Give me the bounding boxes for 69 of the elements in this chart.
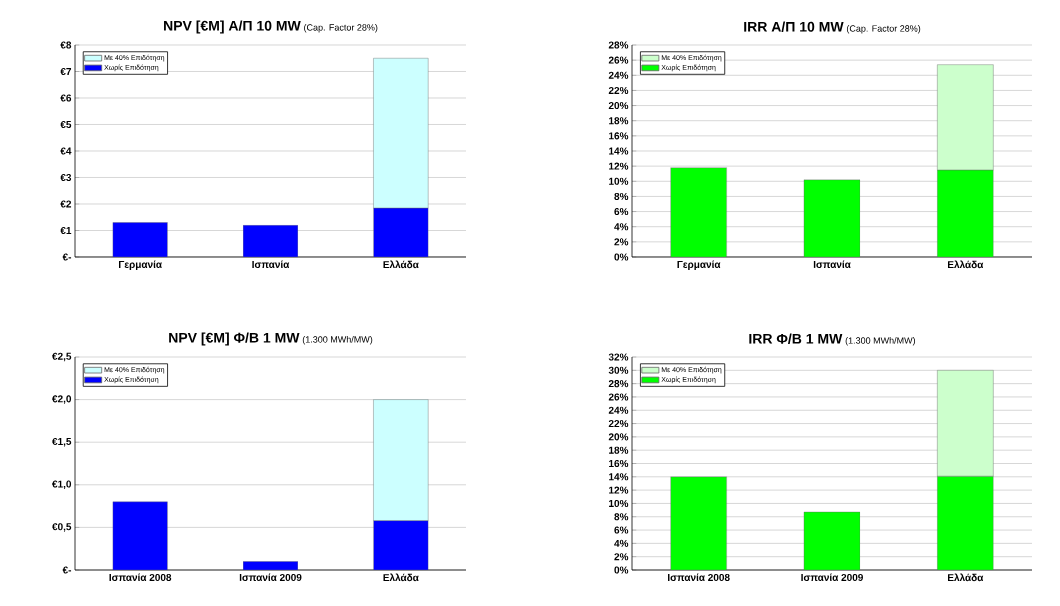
- y-tick-label: 24%: [608, 71, 629, 79]
- x-tick-label: Ελλάδα: [948, 573, 984, 582]
- y-tick-label: 22%: [608, 420, 629, 428]
- y-tick-label: 2%: [614, 553, 629, 561]
- y-tick-label: €6: [60, 94, 72, 102]
- y-tick-label: 14%: [609, 147, 629, 155]
- y-tick-label: €3: [60, 173, 72, 182]
- y-tick-label: €1: [60, 226, 72, 235]
- x-tick-label: Ισπανία 2009: [801, 573, 863, 581]
- y-tick-label: €-: [62, 253, 72, 261]
- x-tick-label: Ισπανία 2008: [668, 573, 730, 581]
- y-tick-label: €5: [60, 120, 72, 129]
- x-tick-label: Ελλάδα: [383, 573, 419, 582]
- y-tick-label: 10%: [609, 177, 629, 185]
- y-tick-label: 6%: [614, 208, 629, 216]
- y-tick-label: €7: [60, 67, 72, 76]
- x-tick-label: Ισπανία: [252, 260, 290, 268]
- y-tick-label: 8%: [614, 513, 629, 521]
- chart-title: NPV [€M] Φ/Β 1 MW: [169, 332, 300, 346]
- y-tick-label: 14%: [609, 473, 629, 481]
- y-tick-label: 18%: [609, 446, 629, 454]
- y-tick-label: 16%: [609, 459, 629, 468]
- bar: [242, 225, 299, 257]
- y-tick-label: €2,5: [52, 352, 72, 362]
- y-tick-label: 0%: [614, 566, 629, 574]
- y-tick-label: 20%: [608, 102, 629, 110]
- y-tick-label: 0%: [614, 253, 629, 261]
- y-tick-label: 16%: [609, 132, 629, 140]
- chart-subtitle: (1.300 MWh/MW): [302, 336, 373, 345]
- y-tick-label: €4: [60, 147, 72, 155]
- y-tick-label: 12%: [609, 162, 629, 170]
- y-tick-label: 4%: [614, 223, 629, 231]
- chart-title: IRR Φ/Β 1 MW: [749, 333, 843, 344]
- y-tick-label: 10%: [609, 499, 629, 507]
- x-tick-label: Ισπανία: [813, 260, 851, 268]
- chart-subtitle: (1.300 MWh/MW): [845, 337, 916, 346]
- y-tick-label: €1,0: [52, 480, 72, 490]
- y-tick-label: 6%: [614, 526, 629, 534]
- y-tick-label: €2: [60, 200, 72, 208]
- x-tick-label: Ελλάδα: [383, 260, 419, 269]
- chart-title: NPV [€M] Α/Π 10 MW: [164, 20, 301, 34]
- y-tick-label: 26%: [608, 56, 629, 64]
- y-tick-label: 30%: [608, 366, 629, 374]
- y-tick-label: 12%: [609, 486, 629, 494]
- x-tick-label: Ελλάδα: [948, 260, 984, 269]
- y-tick-label: €1,5: [52, 437, 72, 447]
- y-tick-label: 32%: [608, 353, 629, 361]
- y-tick-label: 8%: [614, 192, 629, 200]
- y-tick-label: 4%: [614, 539, 629, 547]
- y-tick-label: 2%: [614, 238, 629, 246]
- y-tick-label: 20%: [608, 433, 629, 441]
- bar: [242, 561, 299, 570]
- x-tick-label: Γερμανία: [677, 260, 721, 270]
- chart-title: IRR Α/Π 10 MW: [744, 21, 844, 32]
- y-tick-label: 26%: [608, 393, 629, 401]
- y-tick-label: 28%: [608, 41, 629, 49]
- y-tick-label: €8: [60, 41, 72, 49]
- y-tick-label: 22%: [608, 86, 629, 94]
- y-tick-label: 18%: [609, 117, 629, 125]
- chart-subtitle: (Cap. Factor 28%): [304, 24, 378, 33]
- y-tick-label: 24%: [608, 406, 629, 414]
- y-tick-label: 28%: [608, 380, 629, 388]
- chart-subtitle: (Cap. Factor 28%): [846, 25, 921, 34]
- x-tick-label: Γερμανία: [119, 260, 162, 270]
- x-tick-label: Ισπανία 2009: [239, 573, 302, 581]
- y-tick-label: €2,0: [52, 395, 72, 404]
- y-tick-label: €-: [62, 566, 72, 574]
- x-tick-label: Ισπανία 2008: [109, 573, 172, 581]
- y-tick-label: €0,5: [52, 523, 72, 532]
